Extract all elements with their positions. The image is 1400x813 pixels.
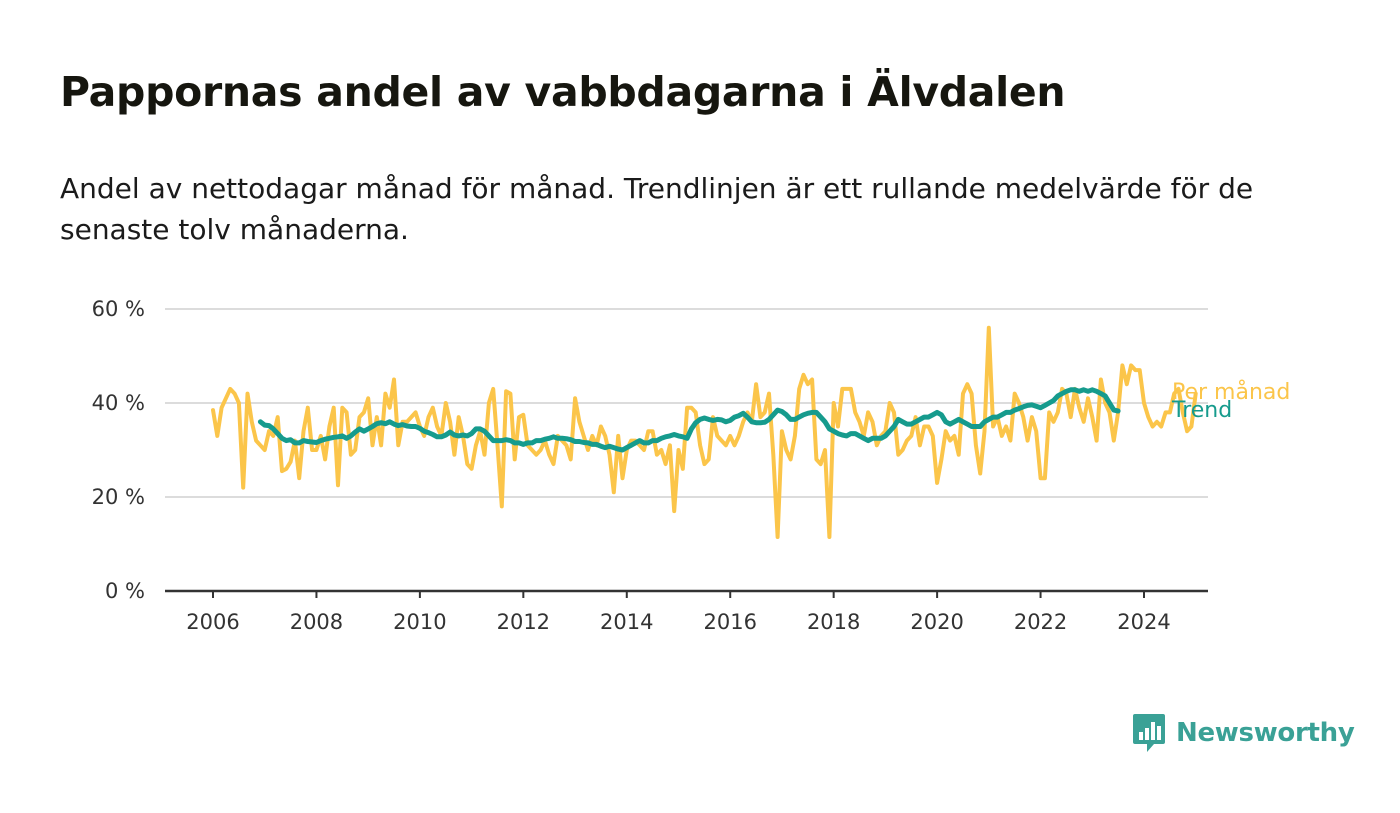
y-tick-label: 0 % bbox=[105, 579, 145, 603]
x-tick-label: 2024 bbox=[1117, 610, 1170, 634]
x-tick-label: 2010 bbox=[393, 610, 446, 634]
trend-line bbox=[257, 387, 1121, 453]
chart-subtitle: Andel av nettodagar månad för månad. Tre… bbox=[60, 172, 1254, 246]
x-tick-label: 2018 bbox=[807, 610, 860, 634]
y-tick-label: 40 % bbox=[92, 391, 145, 415]
grid-lines bbox=[165, 308, 1208, 498]
x-tick-label: 2022 bbox=[1014, 610, 1067, 634]
newsworthy-logo-icon bbox=[1133, 714, 1165, 752]
y-tick-label: 60 % bbox=[92, 297, 145, 321]
x-tick-label: 2008 bbox=[290, 610, 343, 634]
x-tick-label: 2020 bbox=[910, 610, 963, 634]
x-tick-label: 2014 bbox=[600, 610, 653, 634]
trend-label: Trend bbox=[1171, 398, 1232, 423]
newsworthy-logo: Newsworthy bbox=[1132, 712, 1355, 754]
chart-title: Pappornas andel av vabbdagarna i Älvdale… bbox=[60, 68, 1066, 116]
x-tick-label: 2016 bbox=[703, 610, 756, 634]
x-axis: 2006 2008 2010 2012 2014 2016 2018 2020 2022 2024 bbox=[165, 589, 1208, 634]
monthly-line bbox=[211, 325, 1198, 539]
y-tick-label: 20 % bbox=[92, 485, 145, 509]
monthly-label: Per månad bbox=[1172, 379, 1290, 405]
series-lines bbox=[211, 325, 1198, 539]
x-tick-label: 2012 bbox=[497, 610, 550, 634]
brand-name: Newsworthy bbox=[1176, 718, 1355, 748]
x-tick-label: 2006 bbox=[186, 610, 239, 634]
y-axis: 0 % 20 % 40 % 60 % bbox=[92, 297, 145, 603]
